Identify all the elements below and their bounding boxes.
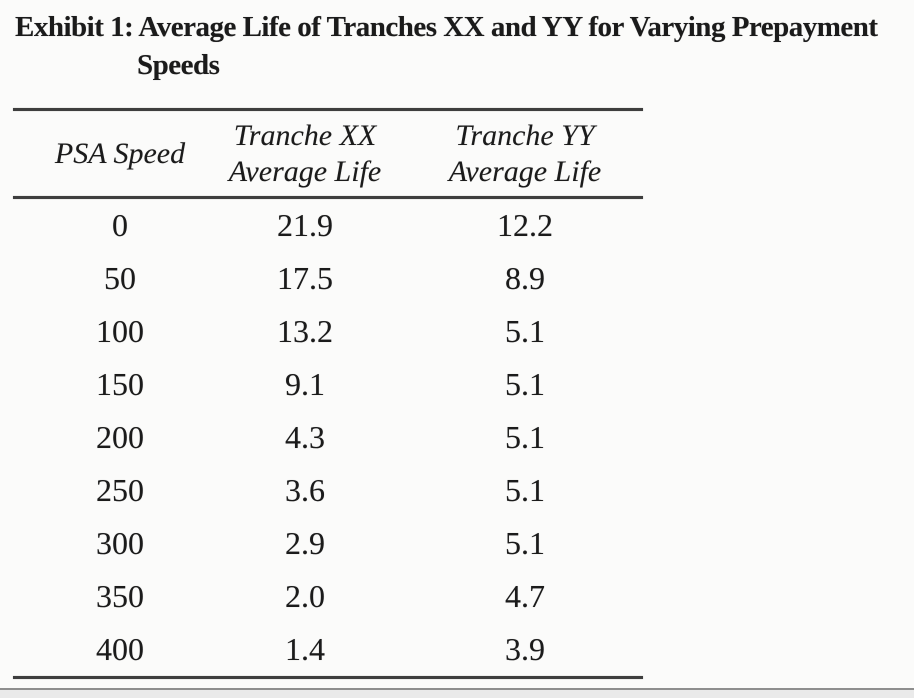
cell-psa-speed: 150 — [96, 366, 144, 402]
column-header-tranche-xx: Tranche XX Average Life — [203, 118, 407, 190]
cell-tranche-yy-average-life: 5.1 — [505, 525, 545, 561]
cell-tranche-xx-average-life: 2.0 — [285, 578, 325, 614]
cell-tranche-yy-average-life: 4.7 — [505, 578, 545, 614]
exhibit-title-line1: Exhibit 1: Average Life of Tranches XX a… — [15, 11, 878, 43]
cell-tranche-yy-average-life: 12.2 — [497, 207, 553, 243]
cell-psa-speed: 50 — [104, 260, 136, 296]
cell-psa-speed: 0 — [112, 207, 128, 243]
cell-tranche-xx-average-life: 4.3 — [285, 419, 325, 455]
column-header-yy-line2: Average Life — [448, 154, 602, 188]
table-header-row: PSA Speed Tranche XX Average Life Tranch… — [13, 111, 643, 196]
table-row: 100 13.2 5.1 — [13, 305, 643, 358]
cell-tranche-xx-average-life: 9.1 — [285, 366, 325, 402]
column-header-psa-line1: PSA Speed — [54, 136, 186, 170]
cell-psa-speed: 200 — [96, 419, 144, 455]
cell-psa-speed: 100 — [96, 313, 144, 349]
cell-tranche-xx-average-life: 21.9 — [277, 207, 333, 243]
cell-psa-speed: 350 — [96, 578, 144, 614]
column-header-xx-line1: Tranche XX — [233, 118, 377, 152]
table-row: 200 4.3 5.1 — [13, 411, 643, 464]
cell-tranche-yy-average-life: 5.1 — [505, 419, 545, 455]
table-row: 50 17.5 8.9 — [13, 252, 643, 305]
table-bottom-rule — [13, 676, 643, 679]
exhibit-table: PSA Speed Tranche XX Average Life Tranch… — [13, 108, 643, 679]
table-row: 350 2.0 4.7 — [13, 570, 643, 623]
cell-psa-speed: 250 — [96, 472, 144, 508]
table-row: 300 2.9 5.1 — [13, 517, 643, 570]
cell-tranche-yy-average-life: 3.9 — [505, 631, 545, 667]
cell-psa-speed: 400 — [96, 631, 144, 667]
cell-psa-speed: 300 — [96, 525, 144, 561]
table-row: 400 1.4 3.9 — [13, 623, 643, 676]
cell-tranche-yy-average-life: 5.1 — [505, 313, 545, 349]
table-row: 0 21.9 12.2 — [13, 199, 643, 252]
column-header-xx-line2: Average Life — [228, 154, 382, 188]
cell-tranche-xx-average-life: 1.4 — [285, 631, 325, 667]
cell-tranche-xx-average-life: 2.9 — [285, 525, 325, 561]
cell-tranche-yy-average-life: 5.1 — [505, 472, 545, 508]
exhibit-title-line2: Speeds — [137, 49, 220, 81]
window-bottom-edge — [0, 688, 914, 698]
table-body: 0 21.9 12.2 50 17.5 8.9 100 13.2 5.1 150… — [13, 199, 643, 676]
table-header-rule — [13, 196, 643, 199]
column-header-tranche-yy: Tranche YY Average Life — [407, 118, 643, 190]
table-row: 150 9.1 5.1 — [13, 358, 643, 411]
cell-tranche-yy-average-life: 8.9 — [505, 260, 545, 296]
column-header-psa-speed: PSA Speed — [13, 136, 203, 172]
cell-tranche-xx-average-life: 3.6 — [285, 472, 325, 508]
cell-tranche-yy-average-life: 5.1 — [505, 366, 545, 402]
table-top-rule — [13, 108, 643, 111]
column-header-yy-line1: Tranche YY — [455, 118, 595, 152]
exhibit-title: Exhibit 1: Average Life of Tranches XX a… — [15, 8, 910, 84]
cell-tranche-xx-average-life: 17.5 — [277, 260, 333, 296]
cell-tranche-xx-average-life: 13.2 — [277, 313, 333, 349]
table-row: 250 3.6 5.1 — [13, 464, 643, 517]
